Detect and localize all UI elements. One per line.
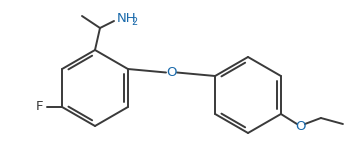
Text: F: F (36, 100, 43, 114)
Text: NH: NH (117, 13, 137, 25)
Text: 2: 2 (131, 17, 137, 27)
Text: O: O (296, 119, 306, 133)
Text: O: O (166, 66, 177, 79)
